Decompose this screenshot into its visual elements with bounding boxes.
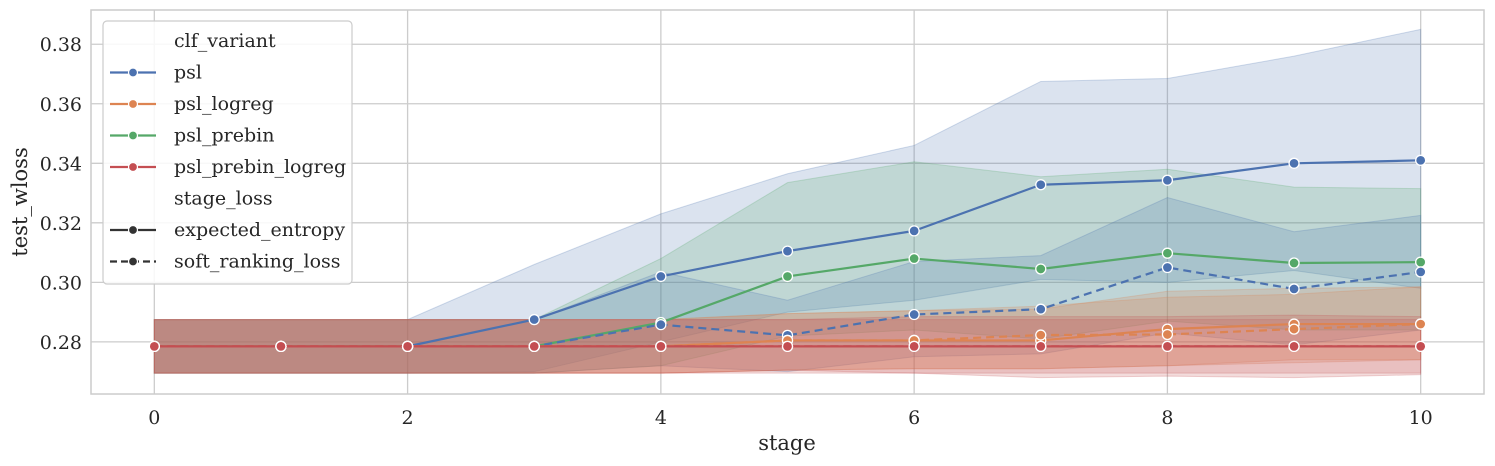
y-tick-label: 0.34 (40, 153, 82, 175)
legend-entry-label: psl_prebin (174, 125, 274, 147)
legend-entry-label: expected_entropy (174, 219, 345, 241)
data-point (908, 225, 920, 237)
legend-swatch-marker (127, 224, 139, 236)
y-axis-ticks: 0.28 0.30 0.32 0.34 0.36 0.38 (40, 34, 82, 354)
data-point (148, 340, 160, 353)
x-tick-label: 10 (1409, 407, 1433, 429)
confidence-band (153, 197, 1422, 374)
data-point (781, 340, 794, 353)
x-tick-label: 6 (908, 407, 920, 429)
data-point (1415, 266, 1427, 278)
data-point (528, 313, 540, 326)
legend-entry-label: psl_prebin_logreg (174, 156, 346, 178)
data-point (1288, 340, 1300, 353)
data-point (655, 340, 667, 353)
data-point (908, 340, 920, 353)
legend-entry-label: soft_ranking_loss (174, 251, 341, 273)
legend-box (102, 20, 353, 285)
y-tick-label: 0.38 (40, 34, 82, 56)
x-tick-label: 4 (655, 407, 667, 429)
data-point (1415, 340, 1427, 353)
data-point (1161, 340, 1174, 353)
legend-swatch-marker (127, 67, 139, 78)
y-tick-label: 0.30 (40, 272, 82, 294)
data-point (1288, 323, 1300, 335)
data-point (1035, 340, 1047, 353)
data-point (655, 318, 667, 331)
data-point (1035, 329, 1047, 341)
data-point (1161, 328, 1174, 341)
data-point (655, 270, 667, 283)
data-point (1035, 303, 1047, 315)
data-point (781, 245, 794, 257)
legend-swatch-marker (127, 161, 139, 173)
data-point (275, 340, 287, 353)
data-point (908, 252, 920, 265)
x-axis-label: stage (758, 431, 816, 455)
confidence-band (153, 161, 1422, 374)
data-point (1161, 261, 1174, 274)
legend-entry-label: psl_logreg (174, 93, 274, 115)
data-point (1161, 247, 1174, 259)
data-point (908, 308, 920, 321)
x-tick-label: 8 (1161, 407, 1173, 429)
legend-swatch-marker (127, 98, 139, 110)
x-axis-ticks: 0 2 4 6 8 10 (148, 407, 1433, 429)
data-point (1288, 157, 1300, 169)
data-point (1035, 179, 1047, 191)
series-markers (148, 154, 1427, 353)
data-point (1035, 263, 1047, 275)
y-axis-label: test_wloss (8, 147, 32, 256)
legend-swatch-marker (127, 256, 139, 267)
data-point (528, 340, 540, 353)
legend-entry-label: psl (174, 62, 202, 84)
data-point (781, 270, 794, 283)
y-tick-label: 0.32 (40, 213, 82, 235)
data-point (1288, 257, 1300, 269)
legend-swatch-marker (127, 130, 139, 141)
y-tick-label: 0.28 (40, 332, 82, 354)
y-tick-label: 0.36 (40, 94, 82, 116)
x-tick-label: 2 (402, 407, 414, 429)
data-point (1415, 256, 1427, 268)
data-point (1288, 283, 1300, 295)
x-tick-label: 0 (148, 407, 160, 429)
data-point (401, 340, 414, 353)
legend-title-stage-loss: stage_loss (174, 188, 273, 210)
confidence-band (153, 28, 1422, 374)
data-point (1415, 154, 1427, 166)
legend-title-clf-variant: clf_variant (174, 30, 276, 52)
data-point (1415, 318, 1427, 330)
data-point (1161, 174, 1174, 186)
